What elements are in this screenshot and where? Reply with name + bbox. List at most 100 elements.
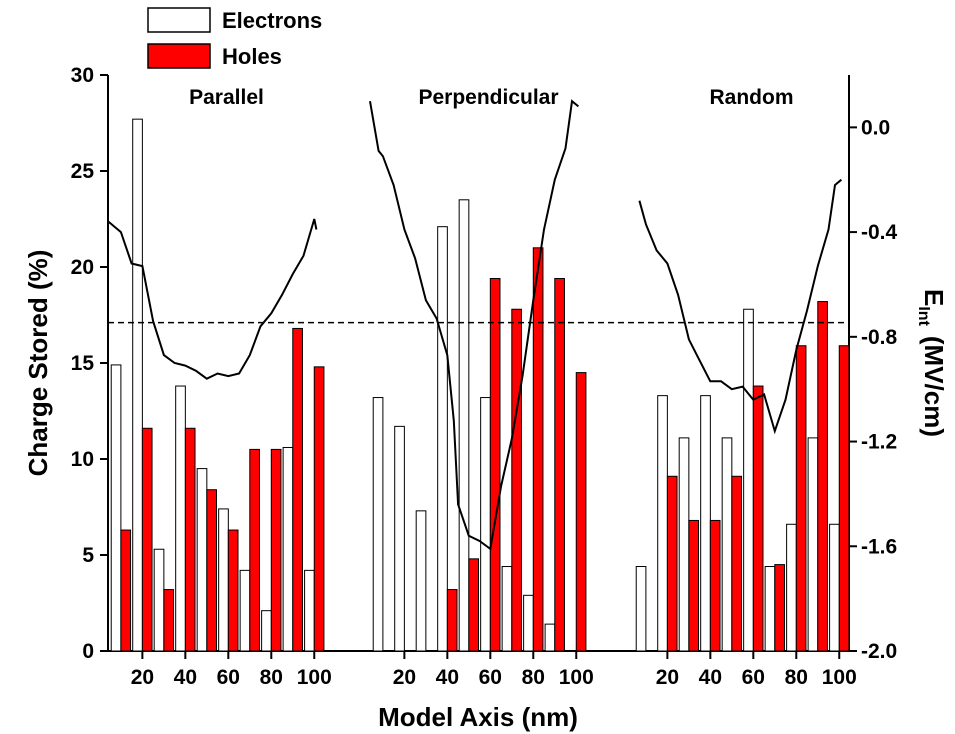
- y2-tick-label: -0.8: [861, 326, 898, 349]
- y-tick-label: 20: [71, 256, 94, 279]
- x-tick-label: 40: [699, 666, 722, 689]
- bar: [721, 437, 733, 652]
- bar: [292, 327, 303, 652]
- bar: [688, 519, 700, 652]
- bar: [700, 395, 711, 652]
- y2-axis-label: EInt (MV/cm): [915, 289, 949, 437]
- bar: [829, 523, 840, 652]
- y-tick-label: 30: [71, 64, 94, 87]
- x-tick-label: 80: [260, 666, 283, 689]
- x-tick-label: 100: [822, 666, 857, 689]
- y-axis-label: Charge Stored (%): [23, 250, 53, 477]
- y-tick-label: 15: [71, 352, 95, 375]
- bar: [141, 427, 153, 652]
- bar: [501, 566, 513, 652]
- y2-label-unit: (MV/cm): [919, 336, 949, 437]
- bar: [239, 569, 251, 652]
- x-tick-label: 60: [479, 666, 502, 689]
- bar: [544, 623, 556, 652]
- bar: [468, 558, 480, 652]
- x-tick-label: 100: [559, 666, 594, 689]
- bar: [709, 519, 721, 652]
- bar: [743, 308, 754, 652]
- bar: [282, 446, 294, 652]
- bar: [120, 529, 132, 652]
- bar: [480, 397, 491, 652]
- field-line: [369, 99, 580, 551]
- y-tick-label: 0: [82, 640, 94, 663]
- x-tick-label: 40: [436, 666, 459, 689]
- y-tick-label: 10: [71, 448, 94, 471]
- bar: [666, 475, 678, 652]
- bar: [372, 397, 384, 652]
- bar: [807, 437, 819, 652]
- x-tick-label: 80: [785, 666, 808, 689]
- x-tick-label: 20: [656, 666, 679, 689]
- bar: [532, 247, 544, 652]
- bar: [678, 437, 690, 652]
- bar: [261, 610, 272, 652]
- field-line: [107, 218, 318, 380]
- x-tick-label: 20: [393, 666, 416, 689]
- bar: [196, 468, 208, 652]
- panel-title: Perpendicular: [418, 86, 558, 109]
- x-tick-label: 40: [174, 666, 197, 689]
- bar: [635, 566, 647, 652]
- bar: [227, 529, 239, 652]
- bar: [313, 366, 325, 652]
- x-tick-label: 60: [217, 666, 240, 689]
- bar: [657, 395, 668, 652]
- bar: [817, 301, 828, 652]
- legend-label: Electrons: [222, 8, 322, 33]
- bar: [786, 523, 797, 652]
- bar: [206, 489, 217, 652]
- bar: [132, 118, 143, 652]
- bar: [752, 385, 764, 652]
- x-tick-label: 20: [131, 666, 154, 689]
- bar: [110, 364, 122, 652]
- legend-swatch: [147, 43, 211, 69]
- bar: [394, 425, 405, 652]
- bar: [795, 345, 807, 652]
- y2-tick-label: -0.4: [861, 221, 898, 244]
- bar: [184, 427, 196, 652]
- field-line: [638, 178, 843, 435]
- y-tick-label: 5: [82, 544, 94, 567]
- bar: [249, 448, 260, 652]
- x-tick-label: 60: [742, 666, 765, 689]
- bar: [446, 589, 458, 652]
- bar: [163, 589, 175, 652]
- x-axis-label: Model Axis (nm): [378, 702, 578, 732]
- bar: [175, 385, 186, 652]
- y-tick-label: 25: [71, 160, 95, 183]
- bar: [458, 199, 470, 652]
- x-tick-label: 80: [522, 666, 545, 689]
- y2-tick-label: -1.6: [861, 535, 897, 558]
- y2-label-main: E: [919, 289, 949, 306]
- bar: [304, 569, 315, 652]
- bar: [731, 475, 742, 652]
- y2-tick-label: -2.0: [861, 640, 897, 663]
- panel-title: Random: [710, 86, 794, 109]
- bar: [489, 278, 501, 652]
- panel-title: Parallel: [189, 86, 264, 109]
- bar: [838, 345, 850, 652]
- y2-tick-label: -1.2: [861, 431, 897, 454]
- bar: [415, 510, 427, 652]
- x-tick-label: 100: [297, 666, 332, 689]
- bar: [764, 566, 776, 652]
- bar: [437, 226, 448, 652]
- y2-label-sub: Int: [915, 306, 932, 326]
- bar: [554, 278, 565, 652]
- bar: [523, 594, 534, 652]
- bar: [511, 308, 522, 652]
- bar: [153, 548, 165, 652]
- bar: [575, 372, 587, 652]
- y2-tick-label: 0.0: [861, 116, 890, 139]
- legend-label: Holes: [222, 44, 282, 69]
- bar: [774, 564, 785, 652]
- bar: [218, 508, 229, 652]
- bar: [270, 448, 282, 652]
- legend-swatch: [147, 7, 211, 33]
